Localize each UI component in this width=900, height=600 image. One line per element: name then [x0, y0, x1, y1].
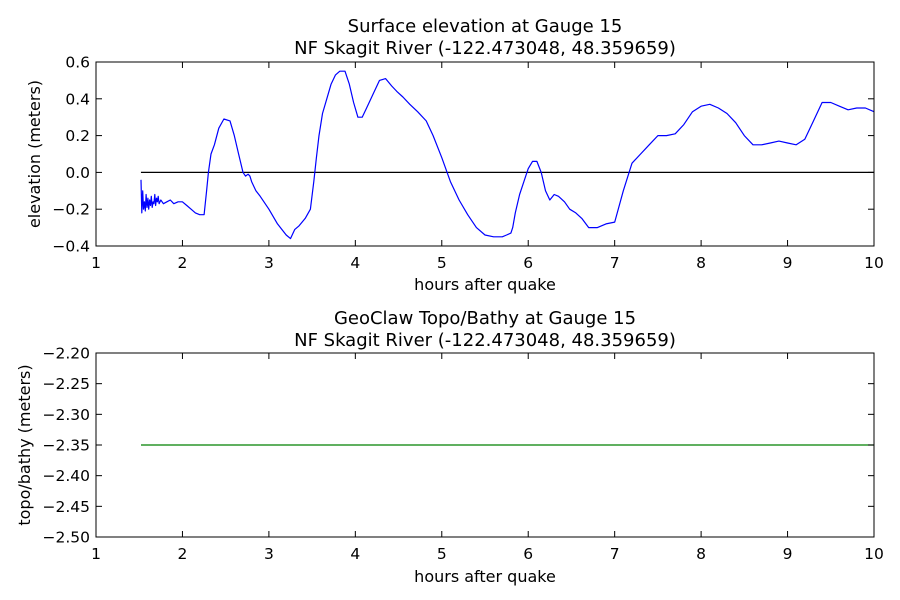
- panel-title-line-1: GeoClaw Topo/Bathy at Gauge 15: [334, 308, 636, 329]
- x-tick-label: 9: [783, 545, 793, 563]
- panel-title-line-2: NF Skagit River (-122.473048, 48.359659): [294, 330, 676, 351]
- y-tick-label: −0.4: [52, 238, 90, 256]
- x-tick-label: 5: [437, 254, 447, 272]
- y-tick-label: −2.35: [43, 437, 91, 455]
- y-tick-label: −2.45: [43, 498, 91, 516]
- x-tick-label: 6: [523, 545, 533, 563]
- y-tick-label: −2.20: [43, 345, 91, 363]
- y-tick-label: −2.25: [43, 375, 91, 393]
- x-tick-label: 4: [350, 545, 360, 563]
- y-tick-label: −2.40: [43, 467, 91, 485]
- x-tick-label: 1: [91, 545, 101, 563]
- x-tick-label: 5: [437, 545, 447, 563]
- y-axis-label: topo/bathy (meters): [15, 364, 34, 525]
- x-tick-label: 4: [350, 254, 360, 272]
- x-tick-label: 8: [696, 254, 706, 272]
- surface-elevation-panel: Surface elevation at Gauge 15 NF Skagit …: [25, 16, 884, 294]
- series-line: [140, 70, 875, 240]
- x-tick-label: 3: [264, 254, 274, 272]
- x-tick-label: 2: [178, 545, 188, 563]
- x-tick-label: 2: [178, 254, 188, 272]
- x-tick-label: 8: [696, 545, 706, 563]
- y-tick-label: −2.30: [43, 406, 91, 424]
- y-tick-label: 0.2: [65, 127, 90, 145]
- y-tick-label: −0.2: [52, 201, 90, 219]
- y-tick-label: 0.0: [65, 164, 90, 182]
- x-tick-label: 3: [264, 545, 274, 563]
- y-axis-label: elevation (meters): [25, 80, 44, 228]
- x-axis-label: hours after quake: [414, 567, 556, 586]
- panel-title-line-1: Surface elevation at Gauge 15: [348, 16, 623, 37]
- x-tick-label: 10: [864, 254, 884, 272]
- x-tick-label: 10: [864, 545, 884, 563]
- x-tick-label: 6: [523, 254, 533, 272]
- x-axis-label: hours after quake: [414, 275, 556, 294]
- x-tick-label: 9: [783, 254, 793, 272]
- y-tick-label: 0.6: [65, 54, 90, 72]
- x-tick-label: 7: [610, 254, 620, 272]
- axes-frame: [95, 61, 875, 247]
- x-tick-label: 7: [610, 545, 620, 563]
- topo-bathy-panel: GeoClaw Topo/Bathy at Gauge 15 NF Skagit…: [15, 308, 884, 586]
- plot-area: [140, 70, 875, 240]
- panel-title-line-2: NF Skagit River (-122.473048, 48.359659): [294, 38, 676, 59]
- x-tick-label: 1: [91, 254, 101, 272]
- y-tick-label: −2.50: [43, 529, 91, 547]
- y-tick-label: 0.4: [65, 90, 90, 108]
